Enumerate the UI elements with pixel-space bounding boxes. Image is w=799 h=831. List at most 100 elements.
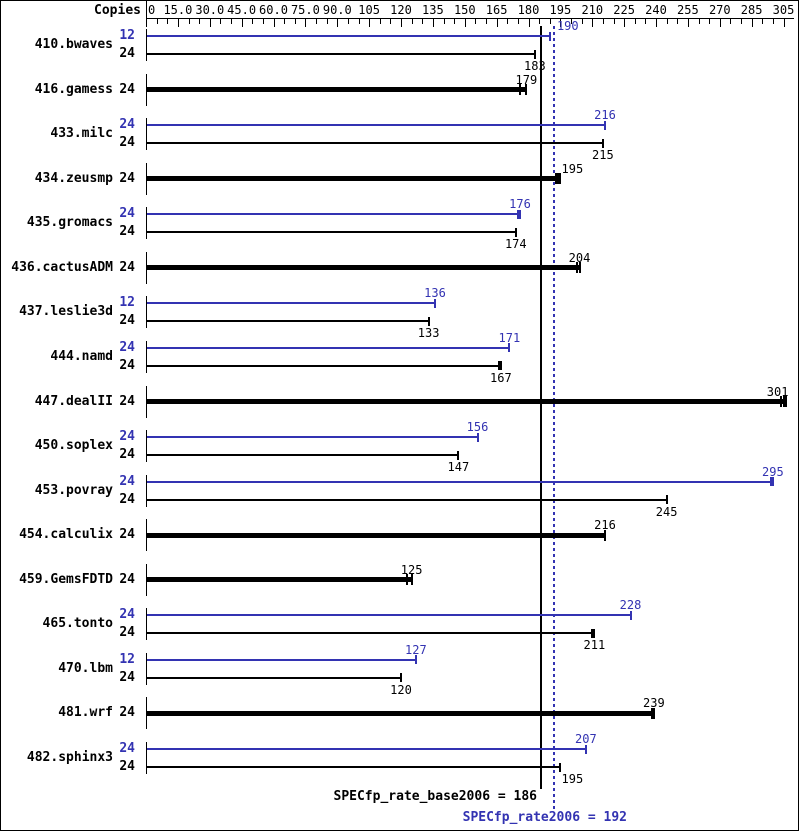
axis-tick-label: 240 [645, 3, 667, 17]
axis-tick-label: 0 [148, 3, 156, 17]
bar-value-label: 176 [509, 197, 531, 212]
bar-value-label: 207 [575, 732, 597, 746]
axis-minor-tick [613, 19, 615, 24]
whisker-mark [557, 173, 560, 185]
whisker-mark [434, 298, 436, 308]
result-bar [147, 480, 774, 483]
group-axis-segment [146, 296, 147, 329]
axis-minor-tick [316, 19, 317, 24]
group-axis-segment [146, 742, 147, 774]
result-bar [147, 436, 479, 438]
result-bar [147, 35, 551, 37]
whisker-mark [406, 574, 409, 586]
copies-label: 24 [119, 447, 135, 462]
group-axis-segment [146, 697, 147, 730]
axis-major-tick [177, 19, 179, 27]
result-bar [147, 577, 413, 583]
whisker-mark [525, 84, 528, 96]
copies-label: 24 [119, 491, 135, 507]
bar-value-label: 295 [762, 464, 784, 479]
copies-label: 24 [119, 259, 135, 275]
axis-minor-tick [698, 19, 700, 24]
benchmark-name: 444.namd [50, 348, 113, 364]
axis-minor-tick [167, 19, 169, 24]
bar-value-label: 156 [466, 420, 489, 434]
axis-minor-tick [358, 19, 360, 24]
whisker-mark [497, 361, 500, 371]
group-axis-segment [146, 563, 147, 596]
copies-label: 24 [119, 170, 135, 186]
whisker-mark [548, 31, 551, 41]
result-bar [147, 124, 606, 127]
bar-value-label: 245 [655, 504, 678, 519]
whisker-mark [784, 396, 787, 407]
axis-tick-label: 150 [453, 3, 476, 17]
whisker-mark [457, 450, 460, 460]
axis-minor-tick [390, 19, 392, 24]
axis-major-tick [432, 19, 434, 27]
copies-label: 24 [119, 527, 135, 543]
axis-major-tick [401, 19, 402, 27]
whisker-mark [559, 173, 562, 185]
benchmark-name: 435.gromacs [26, 215, 113, 231]
whisker-mark [601, 138, 604, 148]
result-bar [147, 454, 460, 456]
whisker-mark [780, 396, 783, 407]
bar-value-label: 216 [594, 108, 616, 123]
whisker-mark [604, 120, 606, 130]
axis-major-tick [337, 19, 339, 27]
whisker-mark [533, 49, 536, 59]
bar-value-label: 211 [583, 638, 606, 653]
axis-major-tick [592, 19, 594, 27]
axis-minor-tick [709, 19, 711, 24]
result-bar [147, 532, 606, 538]
axis-left-edge [146, 1, 147, 27]
result-bar [147, 87, 528, 93]
peak-mean-reference-line [553, 26, 555, 809]
copies-label: 24 [119, 357, 135, 373]
copies-label: 24 [119, 759, 135, 774]
bar-value-label: 171 [498, 330, 521, 345]
axis-major-tick [146, 19, 147, 27]
axis-minor-tick [772, 19, 774, 24]
copies-label: 24 [119, 705, 135, 721]
axis-major-tick [369, 19, 371, 27]
axis-major-tick [273, 19, 275, 27]
bar-value-label: 179 [515, 72, 538, 87]
copies-label: 24 [119, 571, 135, 587]
whisker-mark [427, 316, 430, 326]
axis-tick-label: 225 [613, 3, 635, 17]
axis-major-tick [496, 19, 498, 27]
axis-tick-label: 60.0 [259, 3, 288, 17]
axis-minor-tick [156, 19, 158, 24]
axis-minor-tick [454, 19, 456, 24]
whisker-mark [578, 262, 581, 274]
axis-tick-label: 165 [485, 3, 508, 17]
copies-label: 24 [119, 135, 135, 151]
axis-tick-label: 210 [581, 3, 604, 17]
result-bar [147, 176, 562, 182]
bar-value-label: 228 [619, 598, 642, 613]
benchmark-name: 437.leslie3d [19, 304, 113, 320]
result-bar [147, 302, 436, 305]
result-bar [147, 346, 511, 349]
axis-minor-tick [677, 19, 679, 24]
bar-value-label: 239 [643, 696, 665, 711]
axis-minor-tick [252, 19, 254, 24]
whisker-mark [629, 610, 632, 620]
group-axis-segment [146, 73, 147, 106]
axis-tick-label: 75.0 [290, 3, 320, 17]
benchmark-name: 459.GemsFDTD [19, 571, 113, 587]
axis-minor-tick [507, 19, 509, 24]
result-bar [147, 748, 587, 750]
copies-label: 12 [119, 295, 135, 311]
axis-major-tick [209, 19, 211, 27]
benchmark-name: 447.dealII [34, 393, 113, 409]
axis-minor-tick [486, 19, 487, 24]
axis-minor-tick [666, 19, 668, 24]
whisker-mark [771, 477, 774, 487]
axis-major-tick [656, 19, 657, 27]
axis-minor-tick [188, 19, 190, 24]
copies-label: 24 [119, 224, 135, 240]
bar-value-label: 120 [390, 682, 412, 697]
